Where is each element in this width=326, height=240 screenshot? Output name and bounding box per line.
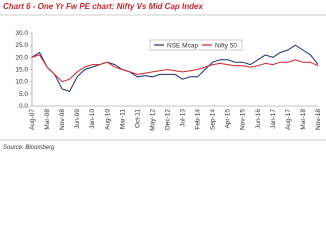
x-tick-label: Nov-08 bbox=[59, 109, 66, 130]
y-tick-label: 25.0 bbox=[15, 42, 28, 49]
x-tick-label: Nov-15 bbox=[240, 109, 247, 130]
x-tick-label: Dec-12 bbox=[164, 109, 171, 130]
series-line bbox=[31, 54, 319, 83]
series-line bbox=[31, 44, 319, 93]
legend-label: Nifty 50 bbox=[215, 43, 237, 50]
x-tick-label: Jul-13 bbox=[180, 109, 187, 127]
x-tick-label: Feb-14 bbox=[195, 109, 202, 130]
x-tick-label: Mar-08 bbox=[44, 109, 51, 130]
legend-label: NSE Mcap bbox=[167, 43, 198, 50]
x-tick-label: May-12 bbox=[149, 109, 156, 131]
y-tick-label: 0.0 bbox=[19, 103, 28, 110]
x-tick-label: Jun-09 bbox=[74, 109, 81, 129]
x-tick-label: Aug-17 bbox=[285, 109, 292, 130]
x-tick-label: Jun-16 bbox=[255, 109, 262, 129]
x-tick-label: Oct-11 bbox=[134, 109, 141, 128]
x-tick-label: Mar-11 bbox=[119, 109, 126, 129]
chart-title: Chart 6 - One Yr Fw PE chart: Nifty Vs M… bbox=[3, 2, 203, 11]
y-tick-label: 15.0 bbox=[15, 67, 28, 74]
y-tick-label: 20.0 bbox=[15, 54, 28, 61]
chart: Chart 6 - One Yr Fw PE chart: Nifty Vs M… bbox=[0, 2, 326, 151]
x-tick-label: Apr-15 bbox=[225, 109, 232, 129]
y-tick-label: 30.0 bbox=[15, 30, 28, 37]
y-tick-label: 10.0 bbox=[15, 79, 28, 86]
x-tick-label: Aug-10 bbox=[104, 109, 111, 130]
x-tick-label: Jan-10 bbox=[89, 109, 96, 129]
source: Source: Bloomberg bbox=[3, 145, 55, 151]
x-tick-label: Sep-14 bbox=[210, 109, 217, 130]
x-tick-label: Mar-18 bbox=[300, 109, 307, 130]
legend-box bbox=[149, 39, 243, 51]
y-tick-label: 5.0 bbox=[19, 91, 28, 98]
x-tick-label: Nov-18 bbox=[315, 109, 322, 130]
x-tick-label: Aug-07 bbox=[29, 109, 36, 130]
x-tick-label: Jan-17 bbox=[270, 109, 277, 129]
